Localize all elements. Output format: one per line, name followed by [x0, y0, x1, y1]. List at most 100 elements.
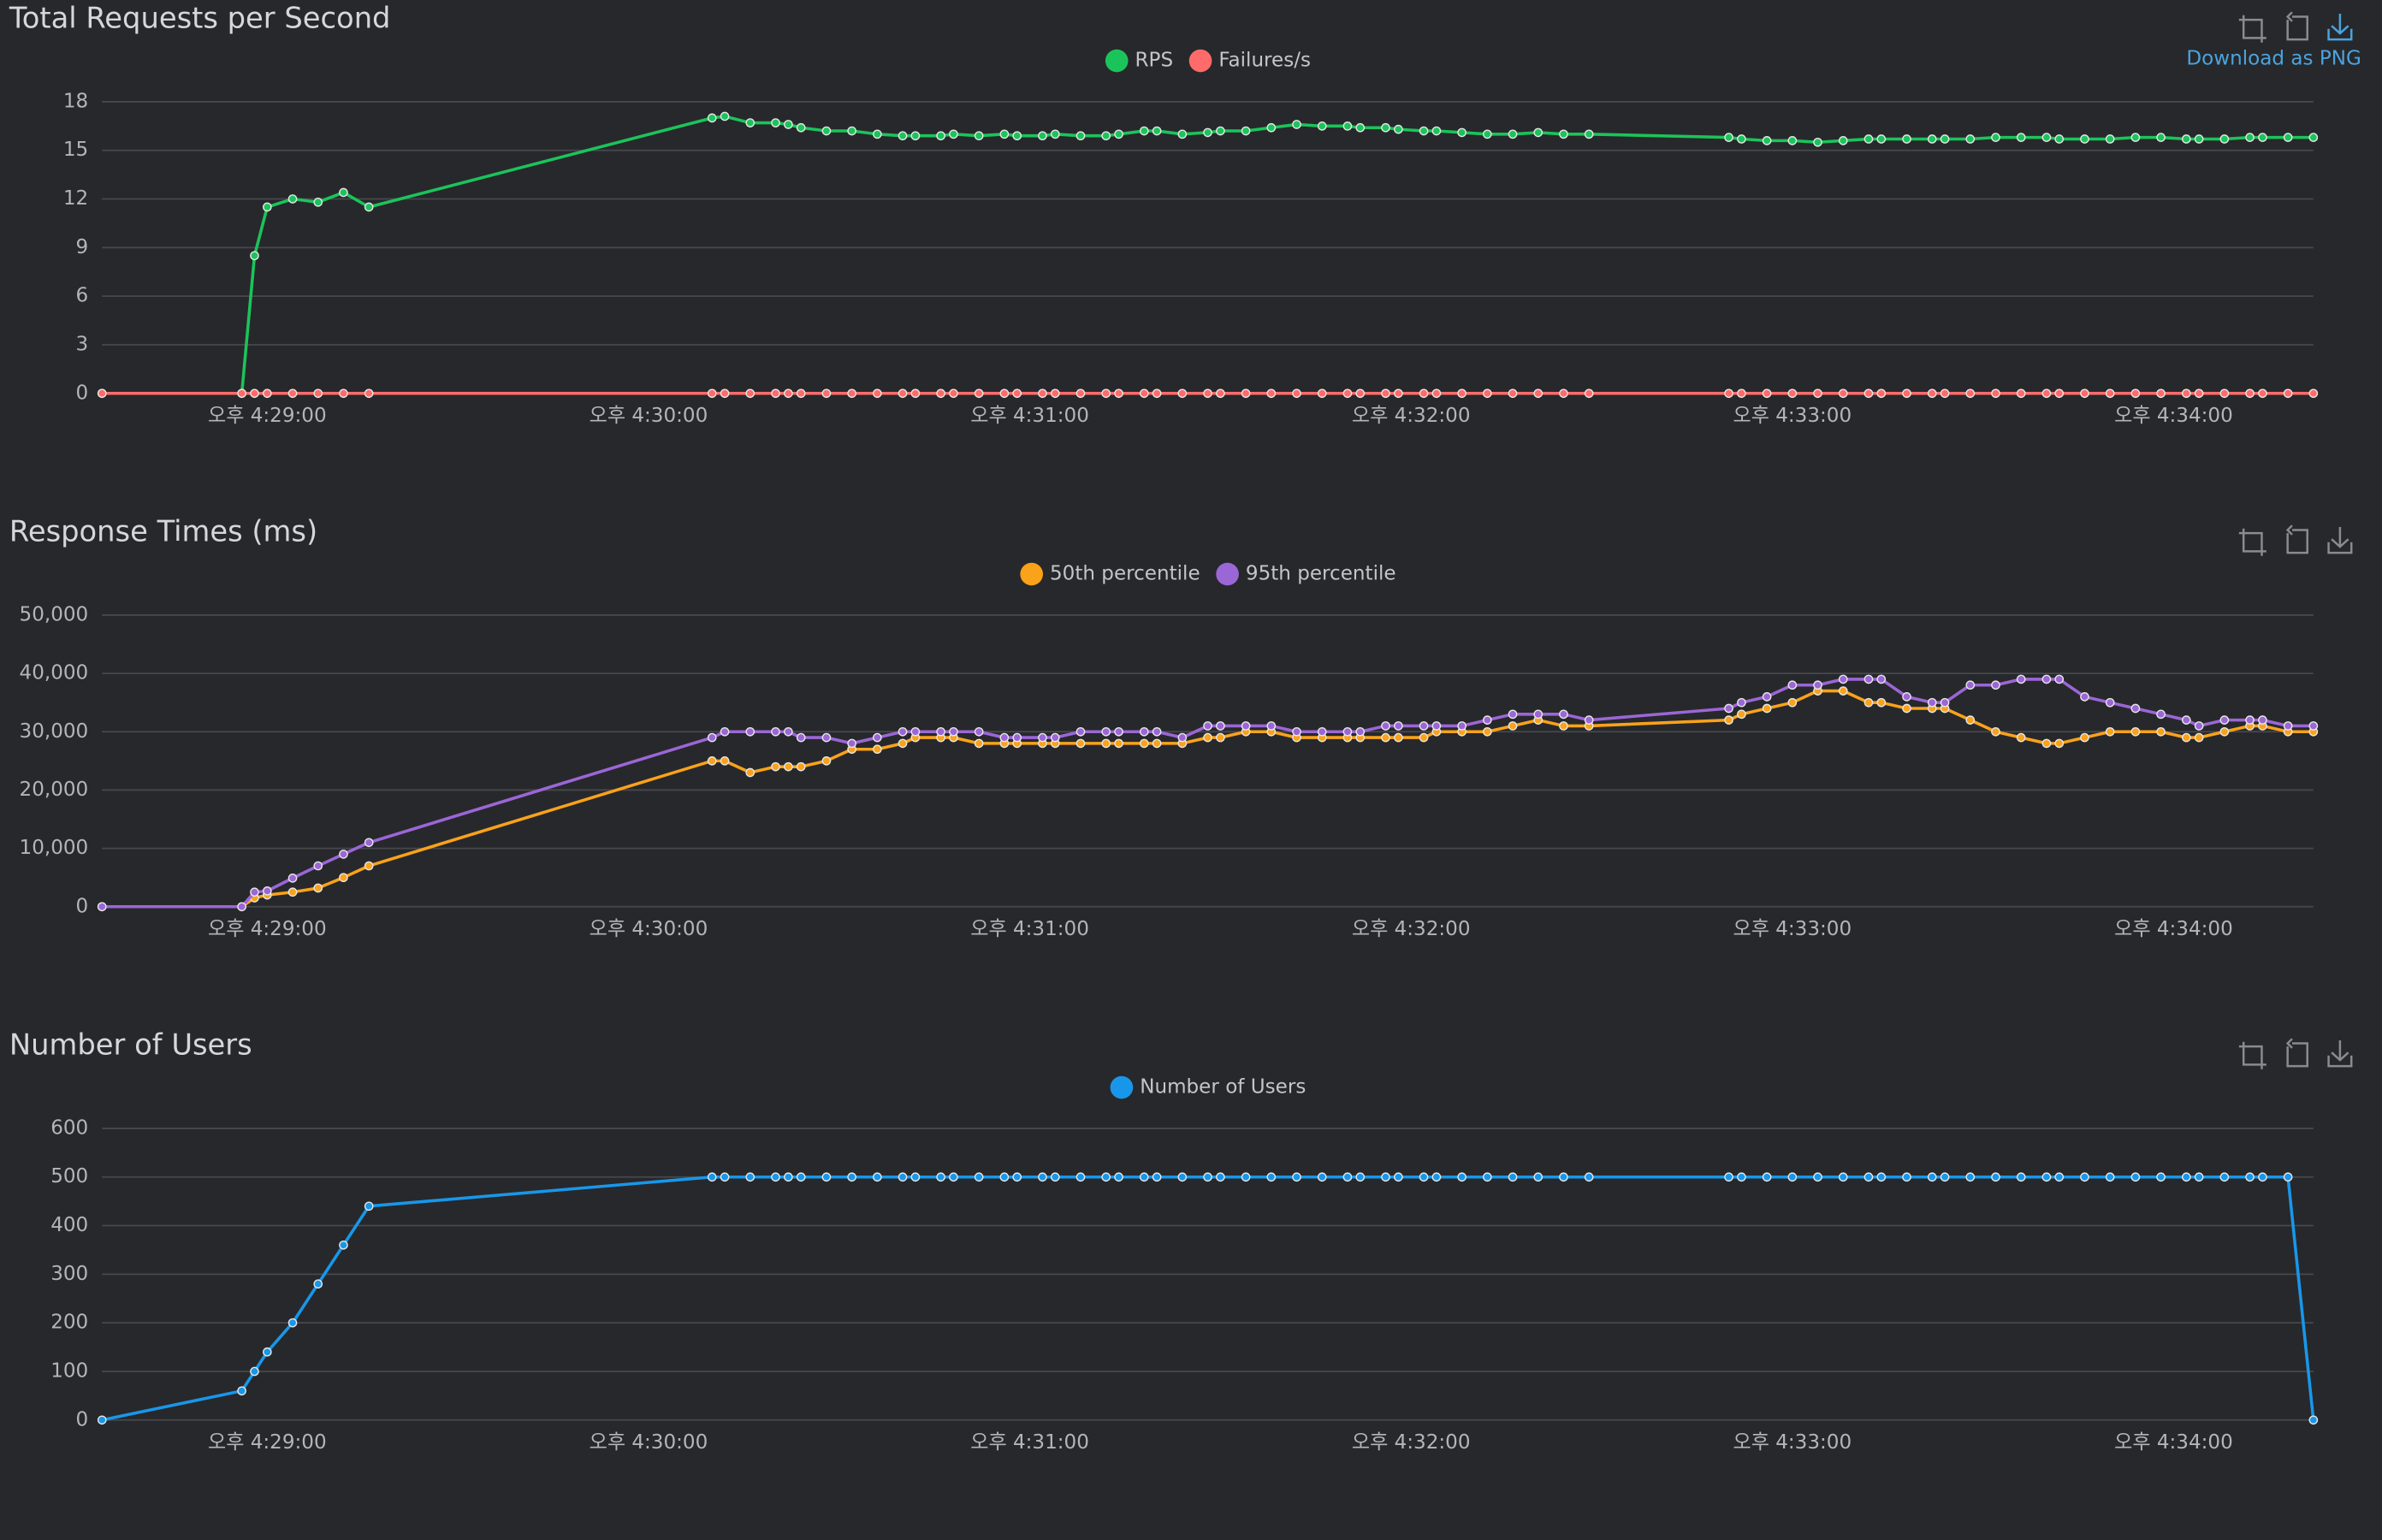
data-point — [1203, 1172, 1212, 1182]
download-icon[interactable] — [2327, 526, 2353, 554]
data-point — [796, 732, 806, 743]
toolbar — [2238, 11, 2353, 43]
download-icon[interactable] — [2327, 13, 2353, 41]
toolbar — [2238, 1038, 2353, 1069]
data-point — [364, 388, 374, 399]
data-point — [364, 1201, 374, 1211]
data-point — [2308, 133, 2319, 142]
data-point — [1381, 388, 1390, 399]
data-point — [1394, 388, 1403, 399]
data-point — [872, 732, 882, 743]
data-point — [2156, 133, 2166, 142]
data-point — [1991, 133, 2000, 142]
data-point — [2016, 133, 2026, 142]
data-point — [97, 388, 107, 399]
zoom-icon[interactable] — [2238, 1041, 2266, 1069]
data-point — [339, 873, 348, 883]
data-point — [1381, 721, 1390, 731]
data-point — [1508, 1172, 1518, 1182]
y-tick-label: 9 — [76, 236, 89, 258]
data-point — [2219, 388, 2230, 399]
data-point — [745, 767, 755, 778]
data-point — [1533, 388, 1544, 399]
data-point — [1317, 726, 1327, 737]
data-point — [313, 861, 323, 871]
data-point — [1508, 709, 1518, 720]
data-point — [2245, 1172, 2255, 1182]
data-point — [287, 874, 298, 883]
data-point — [1050, 129, 1060, 139]
data-point — [1355, 1172, 1366, 1182]
data-point — [1139, 126, 1149, 136]
download-label[interactable]: Download as PNG — [2186, 48, 2361, 70]
data-point — [1737, 697, 1746, 708]
data-point — [237, 902, 246, 912]
data-point — [796, 388, 806, 399]
data-point — [2181, 388, 2191, 399]
data-point — [2308, 1415, 2319, 1425]
data-point — [2283, 388, 2293, 399]
data-point — [1737, 1172, 1746, 1182]
data-point — [1902, 388, 1911, 399]
data-point — [1482, 715, 1492, 725]
data-point — [364, 861, 374, 871]
data-point — [1431, 388, 1442, 399]
y-tick-label: 100 — [50, 1359, 88, 1382]
data-point — [1737, 388, 1746, 399]
data-point — [2105, 388, 2115, 399]
data-point — [2194, 388, 2204, 399]
data-point — [1292, 120, 1301, 129]
data-point — [1559, 721, 1568, 731]
x-tick-label: 오후 4:31:00 — [970, 405, 1089, 427]
data-point — [1482, 1172, 1492, 1182]
legend-swatch — [1110, 1075, 1134, 1099]
data-point — [1419, 721, 1429, 731]
restore-icon[interactable] — [2285, 11, 2308, 41]
restore-icon[interactable] — [2285, 1038, 2308, 1068]
data-point — [262, 886, 272, 896]
data-point — [1177, 388, 1188, 399]
data-point — [1940, 1172, 1950, 1182]
x-tick-label: 오후 4:34:00 — [2114, 1431, 2233, 1454]
data-point — [1762, 388, 1772, 399]
data-point — [1381, 732, 1390, 743]
data-point — [1075, 1172, 1086, 1182]
data-point — [898, 388, 908, 399]
data-point — [2194, 134, 2204, 144]
data-point — [1838, 136, 1848, 145]
x-tick-label: 오후 4:29:00 — [208, 1431, 327, 1454]
data-point — [1152, 388, 1162, 399]
data-point — [1050, 732, 1060, 743]
data-point — [2283, 1172, 2293, 1182]
data-point — [2130, 726, 2141, 737]
data-point — [1876, 1172, 1887, 1182]
zoom-icon[interactable] — [2238, 528, 2266, 556]
data-point — [1559, 1172, 1568, 1182]
data-point — [796, 761, 806, 772]
data-point — [784, 726, 793, 737]
chart-title: Response Times (ms) — [9, 515, 317, 548]
zoom-icon[interactable] — [2238, 15, 2266, 43]
data-point — [2245, 133, 2255, 142]
data-point — [821, 756, 832, 766]
y-tick-label: 0 — [76, 382, 89, 404]
legend-swatch — [1020, 562, 1043, 586]
x-tick-label: 오후 4:30:00 — [590, 918, 708, 940]
data-point — [2080, 692, 2089, 702]
data-point — [1139, 738, 1149, 749]
data-point — [1737, 709, 1746, 720]
data-point — [1965, 680, 1976, 690]
data-point — [1394, 1172, 1403, 1182]
legend: 50th percentile 95th percentile — [1020, 562, 1396, 586]
data-point — [720, 388, 730, 399]
data-point — [250, 388, 259, 399]
restore-icon[interactable] — [2285, 524, 2308, 554]
data-point — [1838, 388, 1848, 399]
download-icon[interactable] — [2327, 1040, 2353, 1068]
data-point — [2054, 738, 2065, 749]
data-point — [872, 1172, 882, 1182]
data-point — [1177, 129, 1188, 139]
data-point — [1203, 388, 1212, 399]
y-tick-label: 50,000 — [20, 603, 89, 625]
data-point — [1457, 388, 1467, 399]
